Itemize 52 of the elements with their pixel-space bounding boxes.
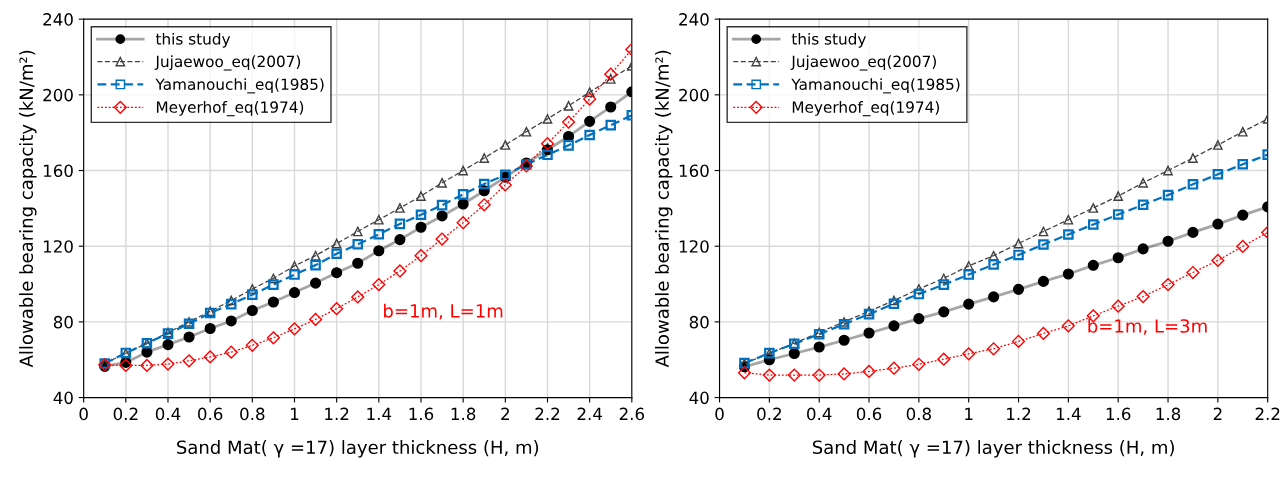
y-tick-label: 240 <box>679 13 709 26</box>
legend-label: Meyerhof_eq(1974) <box>792 101 939 117</box>
x-tick-label: 2.4 <box>577 407 602 420</box>
x-tick-label: 0.4 <box>807 407 832 421</box>
x-tick-label: 2.6 <box>619 407 645 421</box>
legend-label: this study <box>155 32 231 48</box>
y-axis-title: Allowable bearing capacity (kN/m²) <box>654 50 673 368</box>
y-axis-title: Allowable bearing capacity (kN/m²) <box>19 50 37 368</box>
legend-label: Jujaewoo_eq(2007) <box>154 55 301 71</box>
y-tick-label: 40 <box>53 391 73 405</box>
x-tick-label: 2 <box>1213 407 1222 420</box>
legend-label: this study <box>791 32 866 48</box>
x-tick-label: 2 <box>501 407 509 420</box>
legend-label: Yamanouchi_eq(1985) <box>791 78 960 94</box>
legend-label: Meyerhof_eq(1974) <box>156 101 304 117</box>
x-tick-label: 0.6 <box>198 407 223 421</box>
y-tick-label: 200 <box>679 88 709 102</box>
legend-label: Jujaewoo_eq(2007) <box>790 55 936 71</box>
x-tick-label: 1 <box>965 407 973 420</box>
y-tick-label: 80 <box>53 315 73 329</box>
y-tick-label: 160 <box>43 164 73 178</box>
annotation: b=1m, L=3m <box>1088 318 1207 335</box>
y-tick-label: 200 <box>43 88 73 102</box>
x-tick-label: 1.8 <box>451 407 476 421</box>
x-tick-label: 0 <box>79 407 88 421</box>
x-tick-label: 0.6 <box>856 407 882 421</box>
y-tick-label: 160 <box>679 164 709 178</box>
x-axis-title: Sand Mat( γ =17) layer thickness (H, m) <box>177 440 539 458</box>
y-tick-label: 40 <box>689 391 709 405</box>
y-tick-label: 120 <box>43 240 73 253</box>
x-tick-label: 1 <box>291 407 299 420</box>
x-tick-label: 1.4 <box>1056 407 1081 420</box>
x-tick-label: 0.8 <box>906 407 931 421</box>
x-tick-label: 2.2 <box>535 407 560 420</box>
x-tick-label: 1.8 <box>1156 407 1181 421</box>
x-tick-label: 0.4 <box>155 407 181 421</box>
x-tick-label: 1.6 <box>1106 407 1131 421</box>
x-tick-label: 1.6 <box>409 407 434 421</box>
x-tick-label: 0 <box>715 407 724 421</box>
x-tick-label: 2.2 <box>1255 407 1280 420</box>
annotation: b=1m, L=1m <box>384 303 503 320</box>
x-axis-title: Sand Mat( γ =17) layer thickness (H, m) <box>812 440 1174 458</box>
y-tick-label: 240 <box>43 13 73 26</box>
x-tick-label: 1.2 <box>1007 407 1031 420</box>
y-tick-label: 120 <box>679 240 709 253</box>
x-tick-label: 0.2 <box>757 407 781 421</box>
x-tick-label: 0.2 <box>113 407 138 421</box>
y-tick-label: 80 <box>689 315 709 329</box>
x-tick-label: 1.2 <box>325 407 349 420</box>
legend-label: Yamanouchi_eq(1985) <box>155 78 324 94</box>
x-tick-label: 1.4 <box>367 407 392 420</box>
x-tick-label: 0.8 <box>240 407 265 421</box>
